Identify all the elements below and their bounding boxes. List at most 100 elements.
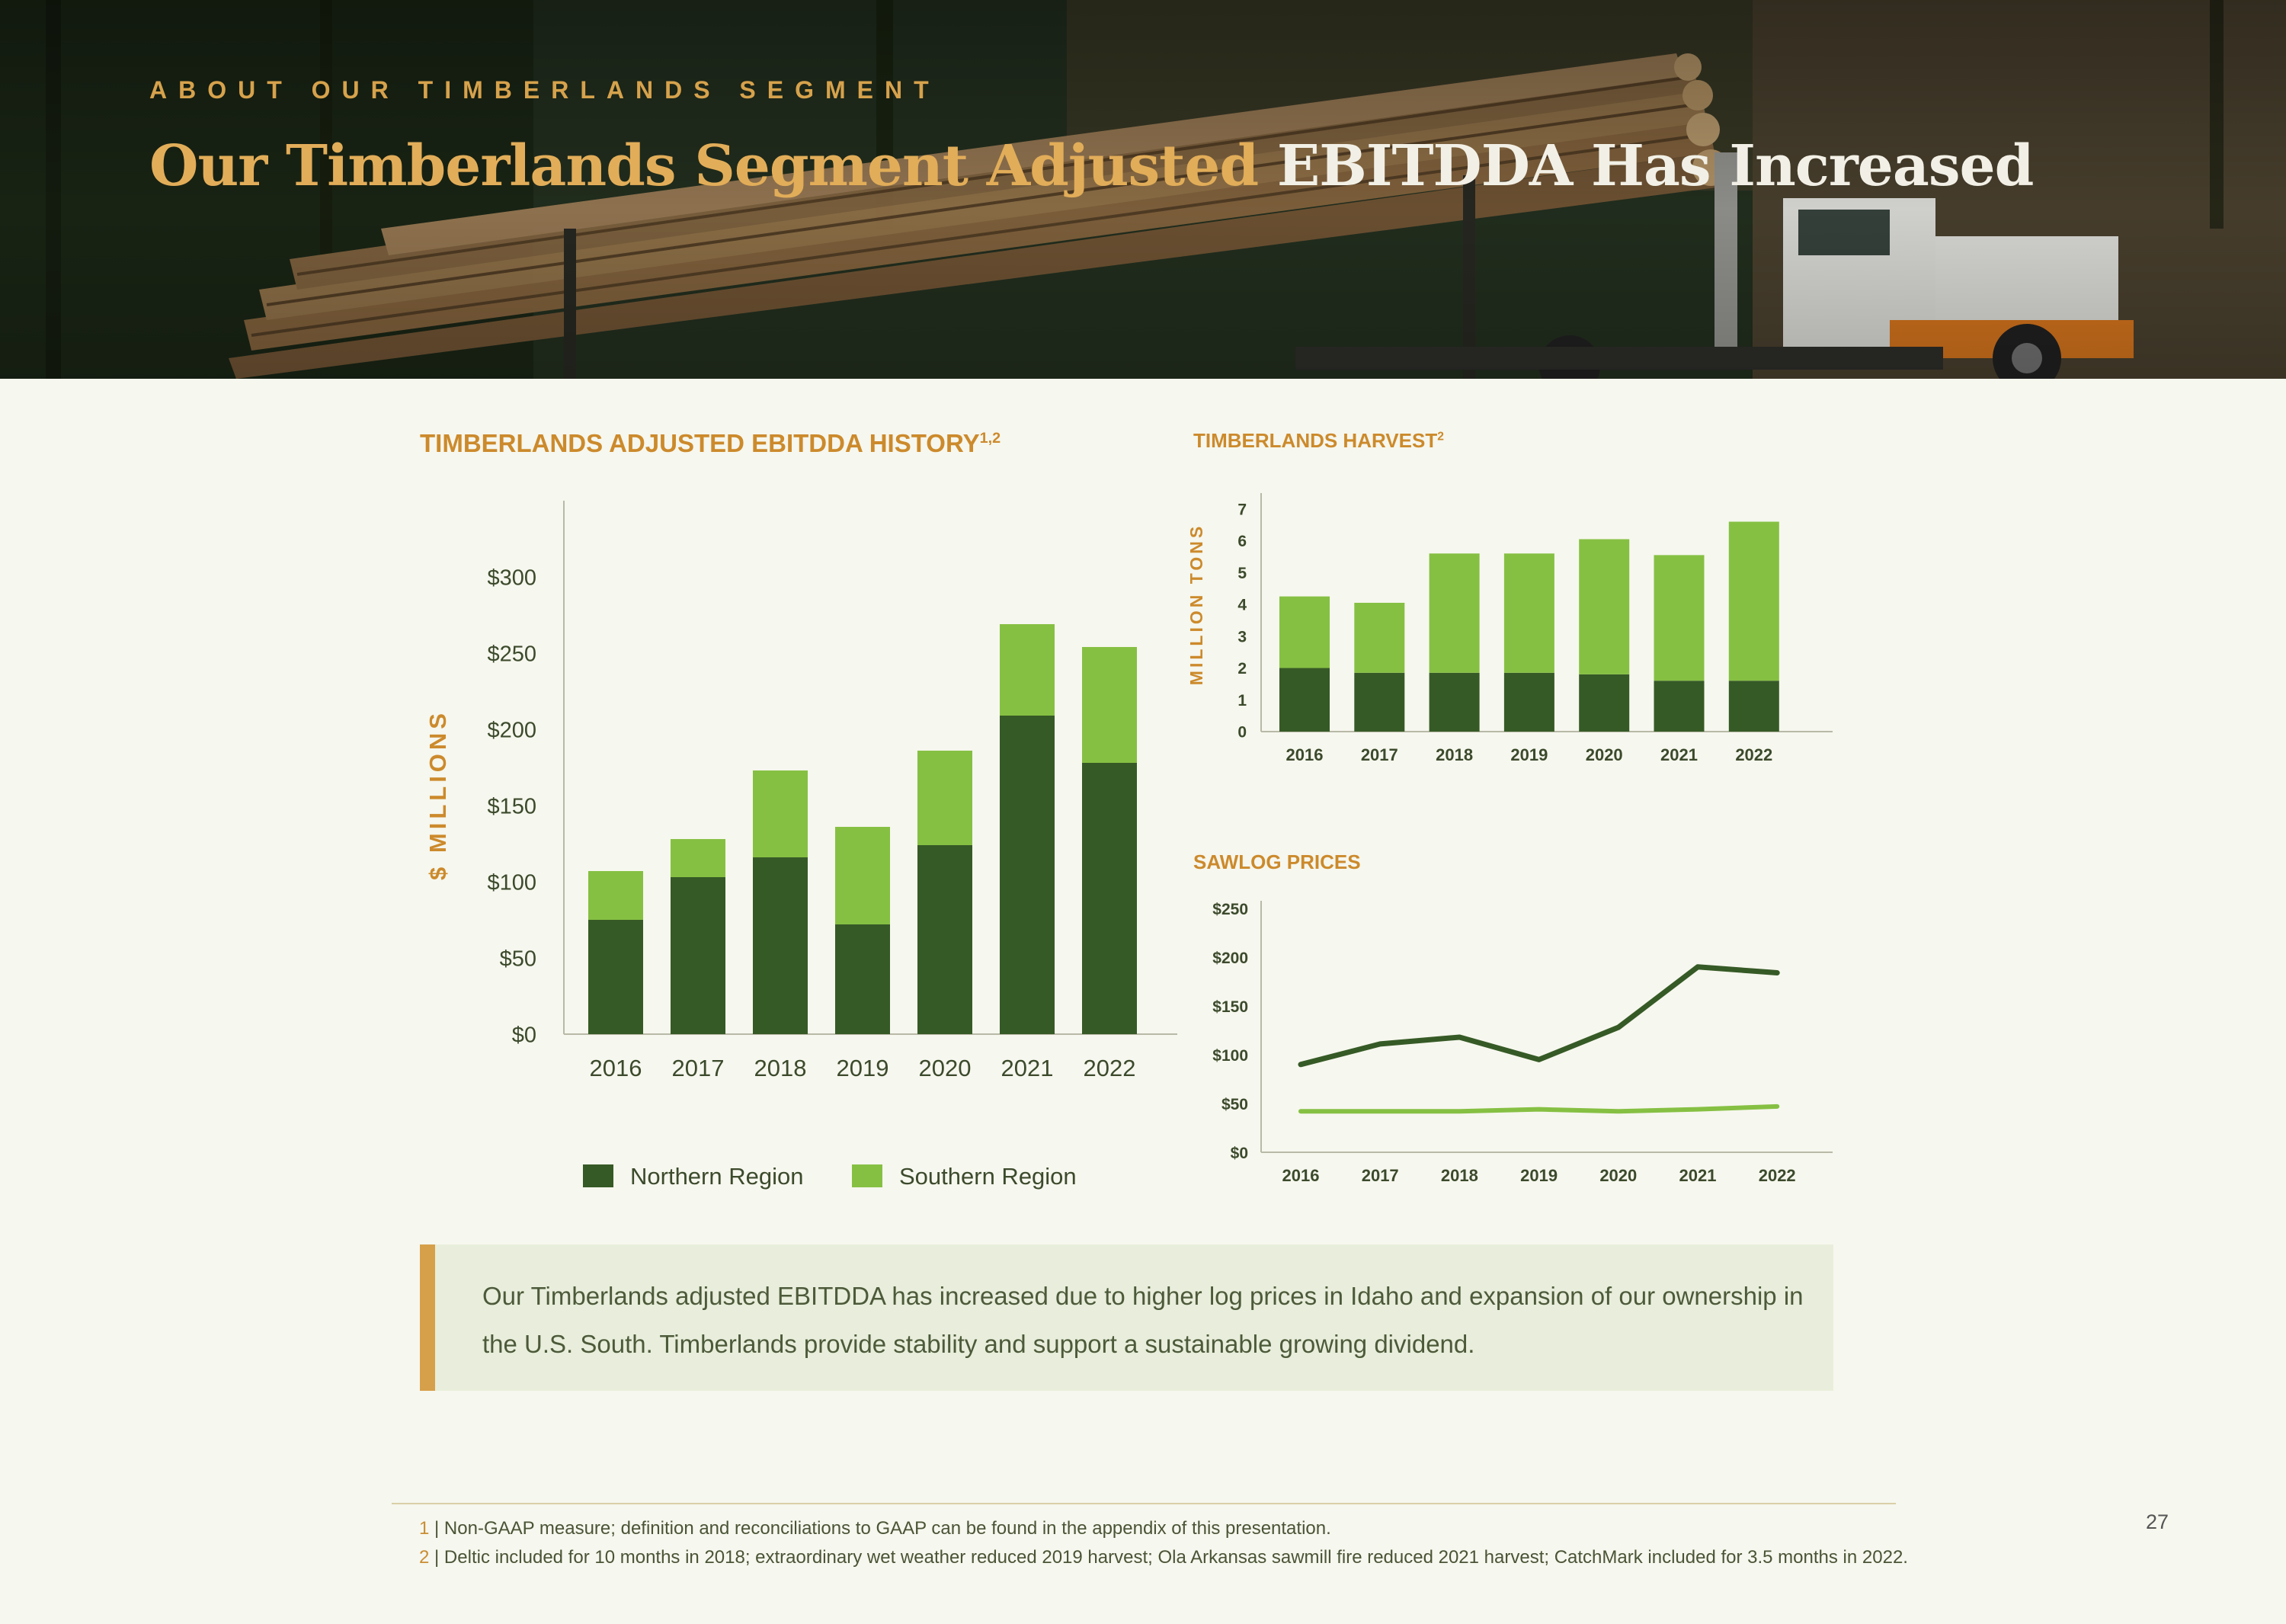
harvest-xtick-label: 2021 bbox=[1660, 745, 1698, 764]
harvest-ytick-label: 7 bbox=[1237, 501, 1247, 518]
harvest-ytick-label: 0 bbox=[1237, 724, 1247, 742]
sawlog-chart: $0 $50 $100 $150 $200 $250 2016 2017 2018 2019 202… bbox=[1212, 901, 1833, 1185]
ebitdda-bar-southern-2017 bbox=[671, 839, 725, 877]
sawlog-point-northern-2016 bbox=[1299, 1062, 1302, 1066]
sawlog-point-northern-2021 bbox=[1696, 965, 1699, 969]
harvest-ytick-label: 4 bbox=[1237, 597, 1247, 614]
ebitdda-bar-northern-2016 bbox=[588, 920, 643, 1034]
sawlog-ytick-label: $0 bbox=[1231, 1145, 1248, 1162]
harvest-chart-title: TIMBERLANDS HARVEST2 bbox=[1193, 429, 1444, 453]
sawlog-xtick-label: 2022 bbox=[1759, 1166, 1796, 1185]
harvest-ytick-label: 5 bbox=[1237, 565, 1247, 582]
header-banner: ABOUT OUR TIMBERLANDS SEGMENT Our Timber… bbox=[0, 0, 2286, 379]
harvest-xtick-label: 2022 bbox=[1735, 745, 1772, 764]
sawlog-point-southern-2022 bbox=[1775, 1104, 1779, 1108]
ebitdda-bar-northern-2022 bbox=[1082, 763, 1137, 1034]
ebitdda-xtick-label: 2022 bbox=[1084, 1055, 1136, 1081]
ebitdda-xtick-label: 2018 bbox=[754, 1055, 807, 1081]
legend-swatch-northern bbox=[583, 1164, 613, 1187]
ebitdda-bar-southern-2021 bbox=[1000, 624, 1055, 716]
sawlog-ytick-label: $50 bbox=[1221, 1096, 1248, 1113]
harvest-ytick-label: 6 bbox=[1237, 533, 1247, 550]
ebitdda-xtick-label: 2017 bbox=[672, 1055, 725, 1081]
ebitdda-bar-northern-2018 bbox=[753, 857, 808, 1034]
footnote-1-number: 1 bbox=[419, 1518, 430, 1539]
harvest-bar-northern-2021 bbox=[1654, 681, 1705, 732]
ebitdda-ytick-label: $50 bbox=[500, 947, 536, 971]
ebitdda-chart: $0 $50 $100 $150 $200 $250 $300 2016 2017 2018 201… bbox=[424, 501, 1177, 1190]
harvest-bar-southern-2017 bbox=[1354, 602, 1405, 673]
footnote-1: 1 | Non-GAAP measure; definition and rec… bbox=[419, 1518, 1331, 1539]
harvest-bar-northern-2019 bbox=[1503, 672, 1554, 732]
ebitdda-ytick-label: $100 bbox=[487, 870, 536, 895]
harvest-bar-southern-2022 bbox=[1728, 521, 1779, 681]
sawlog-xtick-label: 2018 bbox=[1441, 1166, 1478, 1185]
ebitdda-bar-southern-2020 bbox=[917, 751, 972, 845]
harvest-title-footnote: 2 bbox=[1437, 430, 1444, 444]
summary-callout: Our Timberlands adjusted EBITDDA has inc… bbox=[420, 1244, 1833, 1391]
harvest-bar-southern-2018 bbox=[1429, 553, 1480, 673]
harvest-chart: 0 1 2 3 4 5 6 7 2016 2017 2018 2019 2020 2021 2022 MILL… bbox=[1186, 493, 1833, 764]
harvest-ytick-label: 3 bbox=[1237, 628, 1247, 645]
legend-label-northern: Northern Region bbox=[630, 1163, 803, 1190]
ebitdda-title-footnote: 1,2 bbox=[979, 430, 1001, 447]
sawlog-point-northern-2019 bbox=[1537, 1058, 1541, 1062]
sawlog-xtick-label: 2019 bbox=[1520, 1166, 1558, 1185]
harvest-xtick-label: 2016 bbox=[1286, 745, 1324, 764]
sawlog-title-text: SAWLOG PRICES bbox=[1193, 850, 1361, 873]
footnote-2-number: 2 bbox=[419, 1547, 430, 1568]
harvest-y-axis-label: MILLION TONS bbox=[1186, 524, 1206, 685]
harvest-bar-southern-2020 bbox=[1579, 539, 1630, 674]
harvest-xtick-label: 2019 bbox=[1510, 745, 1548, 764]
sawlog-ytick-label: $150 bbox=[1212, 998, 1248, 1016]
harvest-bar-southern-2021 bbox=[1654, 555, 1705, 681]
ebitdda-xtick-label: 2021 bbox=[1001, 1055, 1054, 1081]
legend-swatch-southern bbox=[852, 1164, 882, 1187]
footnote-2: 2 | Deltic included for 10 months in 201… bbox=[419, 1547, 1908, 1568]
sawlog-xtick-label: 2021 bbox=[1679, 1166, 1717, 1185]
harvest-bar-northern-2016 bbox=[1279, 668, 1330, 732]
harvest-xtick-label: 2020 bbox=[1586, 745, 1623, 764]
ebitdda-y-axis-label: $ MILLIONS bbox=[424, 709, 451, 880]
ebitdda-ytick-label: $300 bbox=[487, 565, 536, 590]
legend-label-southern: Southern Region bbox=[899, 1163, 1077, 1190]
ebitdda-xtick-label: 2019 bbox=[837, 1055, 889, 1081]
sawlog-point-southern-2019 bbox=[1537, 1107, 1541, 1111]
ebitdda-bar-southern-2022 bbox=[1082, 647, 1137, 763]
footnote-2-text: | Deltic included for 10 months in 2018;… bbox=[434, 1547, 1908, 1568]
sawlog-ytick-label: $200 bbox=[1212, 950, 1248, 967]
sawlog-ytick-label: $250 bbox=[1212, 901, 1248, 918]
harvest-xtick-label: 2018 bbox=[1436, 745, 1473, 764]
harvest-bar-southern-2016 bbox=[1279, 596, 1330, 668]
page-title-gold: Our Timberlands Segment Adjusted bbox=[149, 133, 1259, 199]
sawlog-point-northern-2020 bbox=[1616, 1026, 1620, 1030]
harvest-bar-southern-2019 bbox=[1503, 553, 1554, 673]
harvest-bar-northern-2020 bbox=[1579, 674, 1630, 732]
ebitdda-ytick-label: $250 bbox=[487, 642, 536, 666]
ebitdda-bar-northern-2019 bbox=[835, 924, 890, 1034]
sawlog-point-southern-2017 bbox=[1378, 1110, 1382, 1113]
harvest-bar-northern-2022 bbox=[1728, 681, 1779, 732]
sawlog-point-northern-2018 bbox=[1458, 1035, 1462, 1039]
ebitdda-xtick-label: 2020 bbox=[919, 1055, 972, 1081]
ebitdda-legend: Northern Region Southern Region bbox=[583, 1163, 1077, 1190]
sawlog-point-northern-2017 bbox=[1378, 1042, 1382, 1046]
harvest-bar-northern-2018 bbox=[1429, 672, 1480, 732]
sawlog-line-northern bbox=[1298, 964, 1780, 1068]
sawlog-ytick-label: $100 bbox=[1212, 1047, 1248, 1065]
ebitdda-ytick-label: $0 bbox=[512, 1023, 536, 1047]
summary-text: Our Timberlands adjusted EBITDDA has inc… bbox=[482, 1282, 1804, 1358]
page-title: Our Timberlands Segment Adjusted EBITDDA… bbox=[149, 133, 2034, 199]
sawlog-xtick-label: 2020 bbox=[1599, 1166, 1637, 1185]
log-truck-photo bbox=[0, 0, 2286, 379]
sawlog-point-southern-2018 bbox=[1458, 1110, 1462, 1113]
ebitdda-bar-southern-2019 bbox=[835, 827, 890, 924]
sawlog-point-southern-2016 bbox=[1299, 1110, 1302, 1113]
sawlog-xtick-label: 2016 bbox=[1282, 1166, 1320, 1185]
sawlog-xtick-label: 2017 bbox=[1362, 1166, 1399, 1185]
page-title-white: EBITDDA Has Increased bbox=[1276, 133, 2034, 199]
page-number: 27 bbox=[2146, 1510, 2169, 1533]
harvest-ytick-label: 2 bbox=[1237, 660, 1247, 677]
ebitdda-title-text: TIMBERLANDS ADJUSTED EBITDDA HISTORY bbox=[420, 429, 980, 457]
